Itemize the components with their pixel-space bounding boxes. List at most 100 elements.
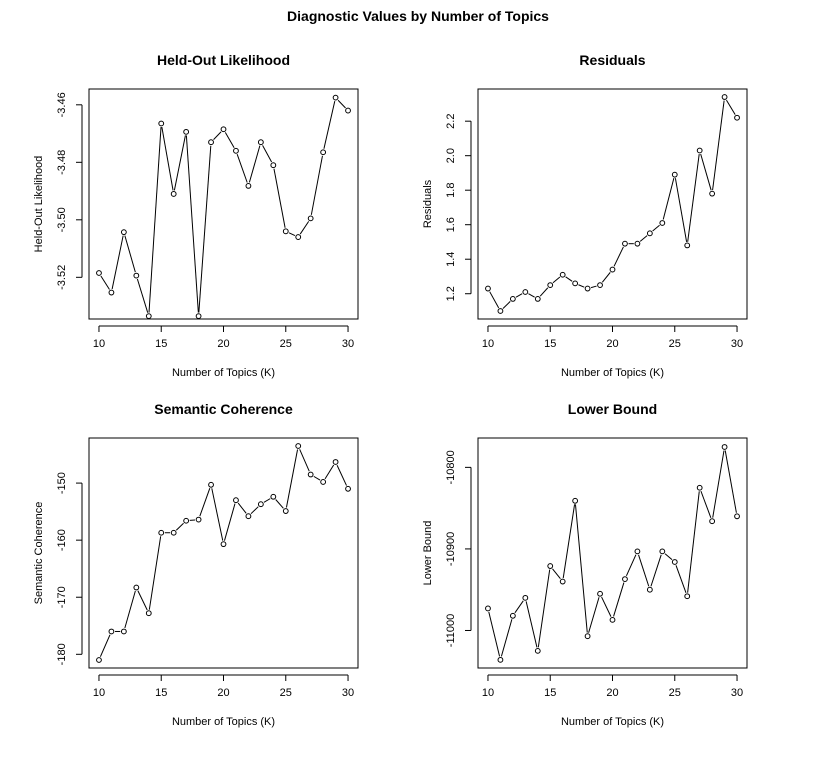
data-point [345, 107, 351, 114]
data-point [696, 484, 703, 491]
series-segment [198, 145, 212, 313]
data-point [622, 240, 628, 247]
y-axis-label: Residuals [422, 179, 434, 228]
data-point [108, 289, 115, 296]
series-segment [662, 178, 675, 220]
data-point [233, 147, 239, 154]
y-tick-label: -3.50 [56, 207, 68, 232]
x-tick-label: 15 [155, 687, 167, 699]
series-segment [700, 490, 712, 518]
series-segment [525, 601, 538, 648]
data-point [659, 548, 666, 555]
data-point [547, 282, 554, 288]
series-segment [336, 465, 347, 486]
data-point [671, 171, 678, 178]
x-axis-label: Number of Topics (K) [172, 367, 275, 379]
data-point [497, 656, 504, 663]
panel-title: Residuals [579, 52, 645, 68]
data-point [684, 242, 691, 249]
data-point [307, 471, 314, 478]
data-point [257, 139, 264, 146]
series-segment [273, 168, 286, 228]
y-tick-label: -3.52 [56, 265, 68, 290]
plot-frame [477, 88, 748, 320]
data-point [559, 271, 566, 278]
data-point [559, 578, 566, 585]
plot-frame [477, 437, 748, 669]
series-segment [288, 232, 296, 237]
series-segment [639, 235, 648, 242]
y-tick-label: 1.2 [445, 286, 457, 301]
series-segment [500, 619, 513, 657]
data-point [522, 594, 529, 601]
x-tick-label: 10 [93, 687, 105, 699]
data-point [295, 234, 302, 240]
data-point [320, 479, 327, 485]
series-segment [712, 100, 725, 191]
data-point [208, 139, 214, 146]
series-segment [489, 291, 500, 309]
series-segment [124, 590, 136, 629]
series-segment [578, 284, 585, 288]
data-point [634, 240, 641, 247]
data-point [257, 501, 264, 508]
data-point [183, 517, 190, 524]
series-segment [262, 145, 273, 163]
y-tick-label: -3.46 [56, 92, 68, 117]
series-segment [601, 272, 611, 283]
data-point [622, 576, 628, 582]
x-tick-label: 15 [544, 687, 556, 699]
y-tick-label: -10800 [445, 450, 457, 484]
x-tick-label: 30 [731, 338, 743, 350]
chart-panel-3: Semantic Coherence 10 15 20 25 30 Number of To… [33, 401, 359, 728]
x-tick-label: 20 [217, 338, 229, 350]
data-point [709, 518, 716, 525]
series-segment [502, 301, 511, 309]
series-segment [552, 276, 561, 284]
data-point [295, 443, 302, 449]
data-point [609, 266, 616, 273]
series-segment [99, 634, 111, 657]
data-point [282, 508, 289, 514]
series-segment [613, 582, 625, 617]
series-segment [590, 285, 597, 289]
series-segment [601, 596, 612, 617]
data-point [646, 586, 653, 593]
data-point [158, 529, 165, 536]
data-point [108, 628, 115, 635]
series-segment [137, 590, 148, 611]
series-segment [323, 101, 336, 149]
data-point [158, 120, 165, 127]
data-point [96, 657, 102, 663]
data-point [646, 230, 653, 237]
data-point [96, 270, 102, 276]
series-segment [185, 135, 199, 313]
series-segment [552, 568, 561, 580]
series-segment [250, 506, 259, 515]
data-point [245, 182, 252, 189]
series-segment [539, 287, 549, 297]
x-tick-label: 10 [482, 338, 494, 350]
series-segment [211, 488, 224, 541]
series-segment [236, 154, 248, 183]
x-tick-label: 10 [93, 338, 105, 350]
x-tick-label: 30 [731, 687, 743, 699]
data-point [696, 147, 703, 154]
x-axis-label: Number of Topics (K) [172, 716, 275, 728]
series-segment [148, 536, 162, 610]
series-segment [652, 224, 660, 232]
panels: Held-Out Likelihood 10 15 20 25 30 Number of T… [33, 52, 748, 728]
series-segment [588, 597, 600, 633]
series-segment [100, 275, 110, 290]
series-segment [638, 554, 650, 587]
data-point [509, 295, 516, 302]
x-tick-label: 25 [669, 687, 681, 699]
data-point [307, 215, 314, 222]
series-segment [687, 491, 700, 593]
panel-title: Semantic Coherence [154, 401, 293, 417]
y-tick-label: -3.48 [56, 150, 68, 175]
data-point [320, 149, 327, 156]
data-point [208, 481, 214, 488]
